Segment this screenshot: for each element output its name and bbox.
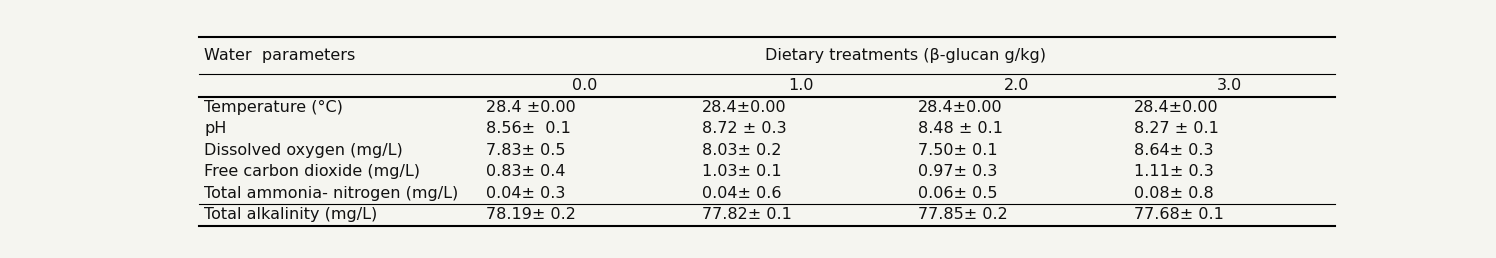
Text: 8.48 ± 0.1: 8.48 ± 0.1	[919, 121, 1002, 136]
Text: 8.56±  0.1: 8.56± 0.1	[486, 121, 571, 136]
Text: 28.4±0.00: 28.4±0.00	[1134, 100, 1219, 115]
Text: 1.11± 0.3: 1.11± 0.3	[1134, 164, 1213, 179]
Text: pH: pH	[205, 121, 227, 136]
Text: Free carbon dioxide (mg/L): Free carbon dioxide (mg/L)	[205, 164, 420, 179]
Text: 78.19± 0.2: 78.19± 0.2	[486, 207, 576, 222]
Text: 7.83± 0.5: 7.83± 0.5	[486, 143, 565, 158]
Text: 0.04± 0.3: 0.04± 0.3	[486, 186, 565, 201]
Text: Temperature (°C): Temperature (°C)	[205, 100, 343, 115]
Text: Dietary treatments (β-glucan g/kg): Dietary treatments (β-glucan g/kg)	[766, 48, 1046, 63]
Text: 0.08± 0.8: 0.08± 0.8	[1134, 186, 1213, 201]
Text: 77.82± 0.1: 77.82± 0.1	[702, 207, 791, 222]
Text: 1.03± 0.1: 1.03± 0.1	[702, 164, 782, 179]
Text: 3.0: 3.0	[1218, 78, 1242, 93]
Text: 8.72 ± 0.3: 8.72 ± 0.3	[702, 121, 787, 136]
Text: 8.27 ± 0.1: 8.27 ± 0.1	[1134, 121, 1219, 136]
Text: Water  parameters: Water parameters	[205, 48, 356, 63]
Text: 0.0: 0.0	[571, 78, 597, 93]
Text: Total alkalinity (mg/L): Total alkalinity (mg/L)	[205, 207, 377, 222]
Text: 0.06± 0.5: 0.06± 0.5	[919, 186, 998, 201]
Text: Dissolved oxygen (mg/L): Dissolved oxygen (mg/L)	[205, 143, 402, 158]
Text: 1.0: 1.0	[788, 78, 814, 93]
Text: 77.85± 0.2: 77.85± 0.2	[919, 207, 1008, 222]
Text: 28.4±0.00: 28.4±0.00	[702, 100, 787, 115]
Text: 28.4±0.00: 28.4±0.00	[919, 100, 1002, 115]
Text: 77.68± 0.1: 77.68± 0.1	[1134, 207, 1224, 222]
Text: 8.64± 0.3: 8.64± 0.3	[1134, 143, 1213, 158]
Text: 28.4 ±0.00: 28.4 ±0.00	[486, 100, 576, 115]
Text: 0.04± 0.6: 0.04± 0.6	[702, 186, 781, 201]
Text: Total ammonia- nitrogen (mg/L): Total ammonia- nitrogen (mg/L)	[205, 186, 459, 201]
Text: 0.97± 0.3: 0.97± 0.3	[919, 164, 998, 179]
Text: 8.03± 0.2: 8.03± 0.2	[702, 143, 781, 158]
Text: 7.50± 0.1: 7.50± 0.1	[919, 143, 998, 158]
Text: 0.83± 0.4: 0.83± 0.4	[486, 164, 565, 179]
Text: 2.0: 2.0	[1004, 78, 1029, 93]
